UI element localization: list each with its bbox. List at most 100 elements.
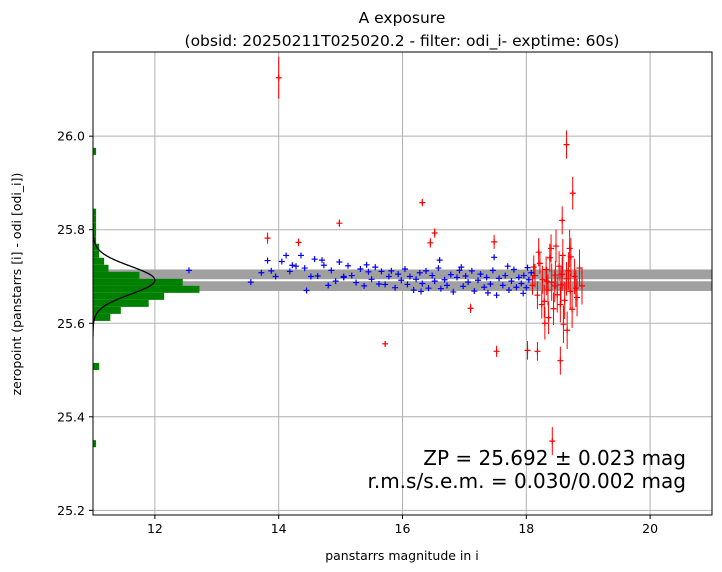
rejected-point	[534, 348, 541, 355]
used-point	[258, 269, 265, 276]
used-point	[429, 272, 436, 279]
used-point	[447, 271, 454, 278]
histogram-bar	[93, 278, 183, 286]
y-tick-label: 25.2	[57, 503, 85, 518]
rejected-point	[543, 266, 550, 273]
used-point	[465, 279, 472, 286]
used-point	[508, 278, 515, 285]
used-point	[437, 285, 444, 292]
used-point	[496, 275, 503, 282]
rejected-stars-series	[264, 56, 586, 456]
used-point	[435, 265, 442, 272]
rejected-point	[541, 320, 548, 327]
rejected-point	[545, 314, 552, 321]
used-point	[528, 269, 535, 276]
used-point	[502, 272, 509, 279]
used-point	[325, 282, 332, 289]
used-point	[515, 274, 522, 281]
used-point	[505, 287, 512, 294]
used-point	[385, 273, 392, 280]
x-axis-label: panstarrs magnitude in i	[325, 548, 479, 563]
x-tick-label: 18	[518, 521, 534, 536]
rejected-point	[538, 301, 545, 308]
rejected-point	[563, 141, 570, 148]
used-point	[468, 267, 475, 274]
rejected-point	[336, 220, 343, 227]
rejected-point	[561, 297, 568, 304]
rejected-point	[539, 276, 546, 283]
plot-area	[92, 51, 713, 516]
rejected-point	[524, 347, 531, 354]
histogram-bar	[93, 271, 140, 279]
rejected-point	[431, 229, 438, 236]
histogram-bar	[93, 285, 200, 293]
used-point	[272, 273, 279, 280]
used-point	[286, 268, 293, 275]
used-point	[404, 281, 411, 288]
histogram-bar	[93, 264, 109, 272]
used-point	[378, 268, 385, 275]
rejected-point	[549, 438, 556, 445]
rejected-point	[427, 239, 434, 246]
zeropoint-annotation: ZP = 25.692 ± 0.023 mag	[423, 446, 686, 470]
rejected-point	[536, 260, 543, 267]
rejected-point	[574, 294, 581, 301]
used-point	[328, 267, 335, 274]
rejected-point	[275, 74, 282, 81]
x-tick-label: 12	[147, 521, 163, 536]
used-point	[513, 284, 520, 291]
used-point	[368, 276, 375, 283]
y-tick-label: 25.8	[57, 222, 85, 237]
used-point	[372, 264, 379, 271]
y-axis-label: zeropoint (panstarrs [i] - odi [odi_i])	[9, 173, 24, 396]
used-point	[520, 290, 527, 297]
used-point	[388, 267, 395, 274]
used-point	[416, 269, 423, 276]
rejected-point	[560, 321, 567, 328]
rejected-point	[557, 357, 564, 364]
rejected-point	[572, 285, 579, 292]
used-point	[303, 287, 310, 294]
rejected-point	[548, 279, 555, 286]
histogram-bar	[93, 299, 149, 307]
rejected-point	[295, 239, 302, 246]
used-point	[504, 263, 511, 270]
rejected-point	[551, 282, 558, 289]
x-tick-label: 14	[271, 521, 287, 536]
used-point	[268, 267, 275, 274]
used-point	[363, 261, 370, 268]
used-point	[307, 273, 314, 280]
used-point	[450, 288, 457, 295]
used-point	[311, 256, 318, 263]
used-point	[353, 279, 360, 286]
used-point	[425, 285, 432, 292]
used-point	[477, 271, 484, 278]
used-point	[523, 284, 530, 291]
used-point	[510, 266, 517, 273]
used-point	[340, 273, 347, 280]
used-point	[444, 282, 451, 289]
used-point	[375, 280, 382, 287]
used-point	[423, 267, 430, 274]
rejected-point	[569, 190, 576, 197]
used-point	[453, 274, 460, 281]
used-point	[301, 265, 308, 272]
histogram-bar	[93, 208, 97, 216]
gaussian-fit-curve	[93, 224, 156, 337]
used-point	[348, 272, 355, 279]
used-point	[499, 282, 506, 289]
used-point	[365, 268, 372, 275]
rejected-point	[566, 245, 573, 252]
used-point	[398, 277, 405, 284]
used-point	[278, 258, 285, 265]
used-point	[357, 266, 364, 273]
rejected-point	[559, 252, 566, 259]
y-tick-label: 26.0	[57, 129, 85, 144]
y-tick-label: 25.6	[57, 316, 85, 331]
rejected-point	[557, 281, 564, 288]
used-point	[489, 267, 496, 274]
histogram-bar	[93, 215, 97, 223]
used-point	[410, 287, 417, 294]
rejected-point	[419, 199, 426, 206]
